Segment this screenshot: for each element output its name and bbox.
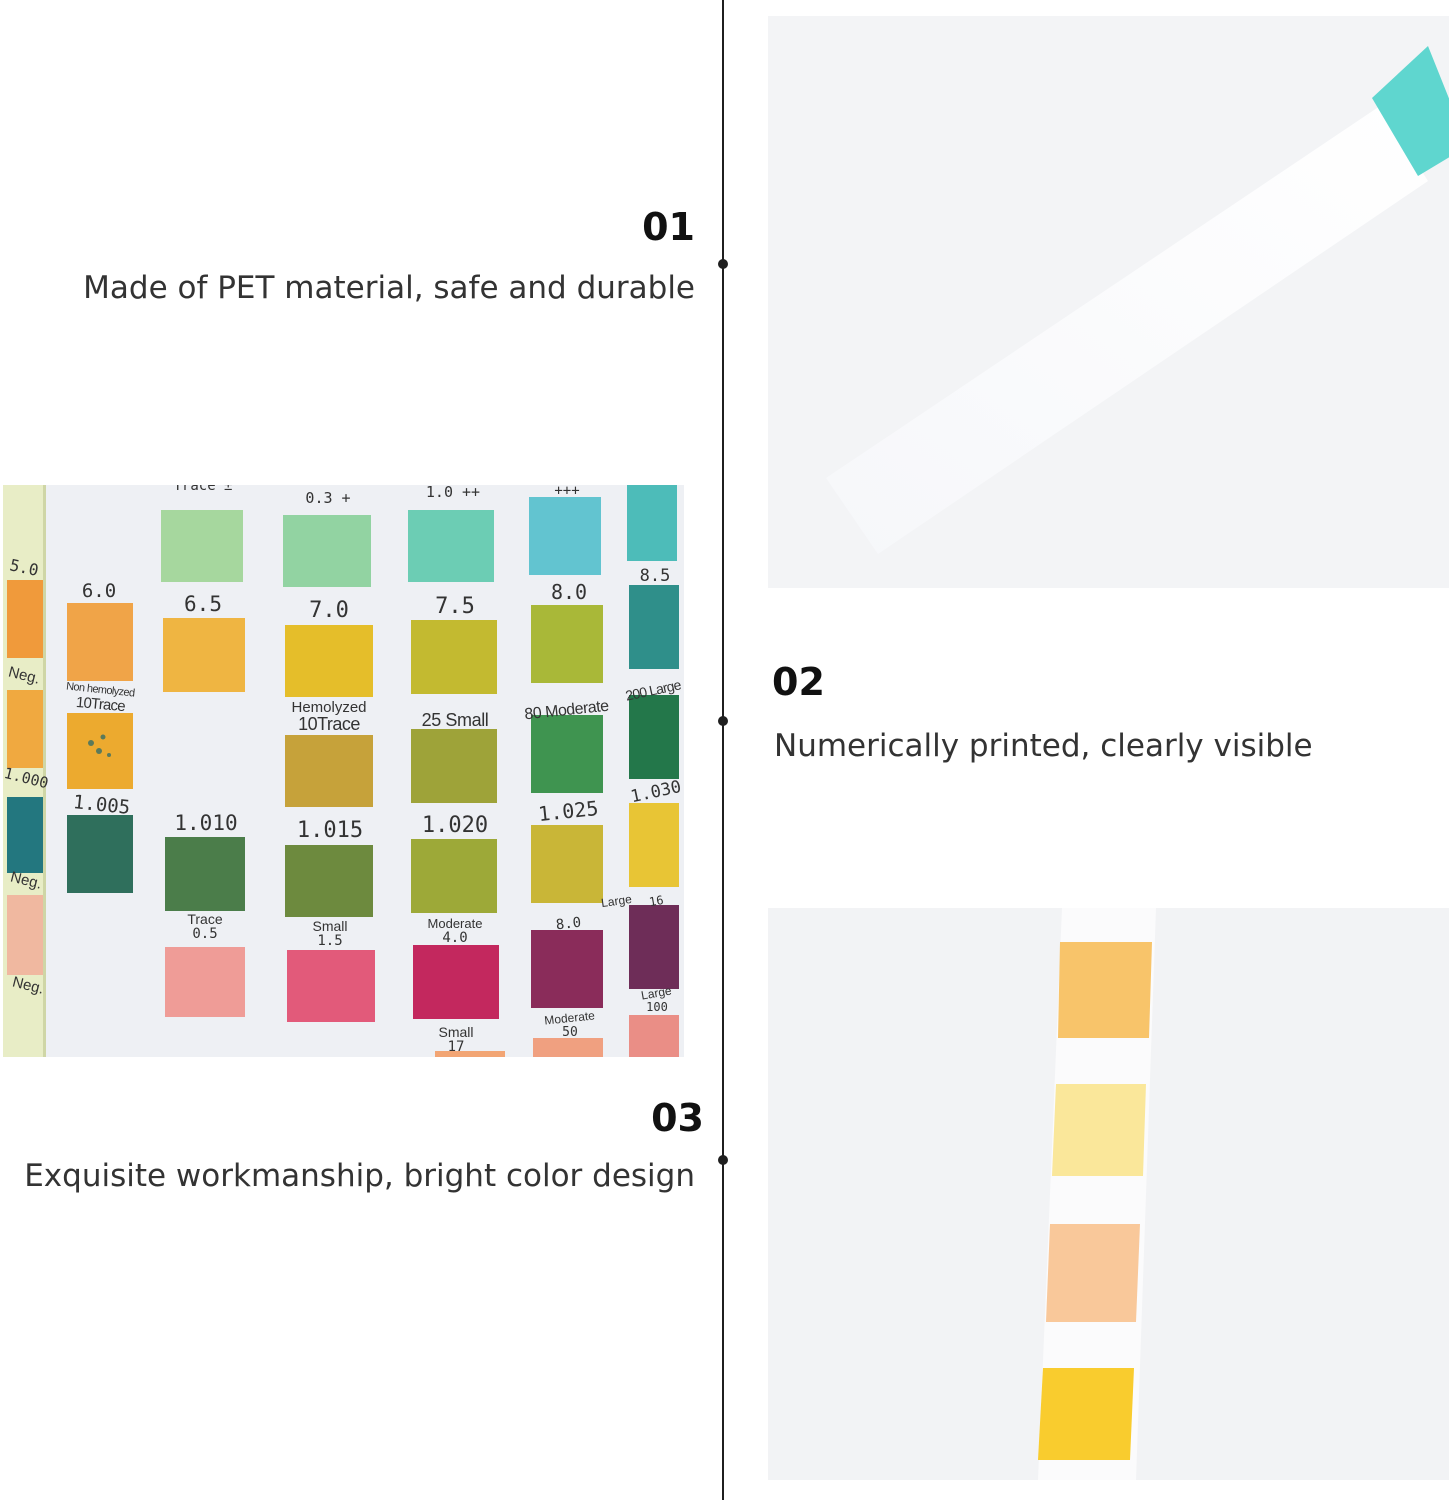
label-r4-c6: 16 <box>648 893 665 909</box>
label-r1-c4: 7.5 <box>435 594 475 619</box>
label-r5-c6b: 100 <box>646 1000 668 1014</box>
pad-r1-c5 <box>531 605 603 683</box>
timeline-dot-1 <box>718 259 728 269</box>
pad-r2-c0 <box>7 690 43 768</box>
pad-r0-c3 <box>408 510 494 582</box>
label-r5-c4a: Small <box>438 1024 473 1040</box>
label-r4-c2a: Trace <box>187 911 222 927</box>
strip-photo-1 <box>768 16 1449 588</box>
strip-teal-pad <box>1372 46 1449 176</box>
label-r1-c5: 8.0 <box>551 580 587 604</box>
timeline-line <box>722 0 724 1500</box>
feature-text-2: Numerically printed, clearly visible <box>774 728 1313 764</box>
label-r1-c6: 8.5 <box>640 566 671 586</box>
strip-photo-3 <box>768 908 1449 1480</box>
label-r3-c3: 1.015 <box>297 818 363 843</box>
label-r0-c1: Trace ± <box>173 485 232 494</box>
label-r4-c4b: 4.0 <box>442 930 467 946</box>
pad-r4-c0 <box>7 895 43 975</box>
pad-r4-c3 <box>287 950 375 1022</box>
pad-r1-c2 <box>163 618 245 692</box>
pad-r1-c1 <box>67 603 133 681</box>
pad-r3-c4 <box>411 839 497 913</box>
pad-r3-c1 <box>67 815 133 893</box>
strip-body <box>826 106 1428 554</box>
pad-r1-c3 <box>285 625 373 697</box>
color-chart-photo: Trace ± 0.3 + 1.0 ++ +++ 5.0 6.0 6.5 7.0… <box>3 485 684 1057</box>
strip-pad-peach <box>1046 1224 1140 1322</box>
pad-r3-c0 <box>7 797 43 873</box>
pad-r2-c6 <box>629 695 679 779</box>
pad-r4-c5 <box>531 930 603 1008</box>
pad-r2-c5 <box>531 715 603 793</box>
label-r2-c4: 25 Small <box>422 710 489 730</box>
label-r5-c6a: Large <box>640 983 673 1002</box>
label-r4-c4a: Moderate <box>428 916 483 931</box>
label-r1-c2: 6.5 <box>184 592 222 616</box>
vertical-strip-body <box>1038 908 1156 1480</box>
strip-pad-yellow <box>1052 1084 1146 1176</box>
pad-r2-c4 <box>411 729 497 803</box>
label-r3-c1: 1.005 <box>72 791 131 819</box>
pad-r2-c3 <box>285 735 373 807</box>
pad-r0-c4 <box>529 497 601 575</box>
label-r5-c5b: 50 <box>562 1025 578 1040</box>
label-r5-c4b: 17 <box>448 1039 465 1055</box>
pad-r0-c5 <box>627 485 677 561</box>
label-r4-c2b: 0.5 <box>192 926 217 942</box>
pad-r1-c6 <box>629 585 679 669</box>
label-r4-c5: 8.0 <box>555 915 582 934</box>
label-r2-c3b: 10Trace <box>298 714 360 734</box>
label-r3-c2: 1.010 <box>174 811 237 835</box>
pad-r4-c4 <box>413 945 499 1019</box>
label-r1-c3: 7.0 <box>309 598 349 623</box>
strip-pad-orange <box>1058 942 1152 1038</box>
pad-r0-c2 <box>283 515 371 587</box>
label-r3-c6: 1.030 <box>629 777 683 807</box>
pad-r3-c2 <box>165 837 245 911</box>
pad-r3-c3 <box>285 845 373 917</box>
label-r4-c3a: Small <box>312 918 347 934</box>
pad-r4-c6 <box>629 905 679 989</box>
label-r0-c4: +++ <box>554 485 579 499</box>
label-r4-c3b: 1.5 <box>317 933 342 949</box>
label-r5-c5a: Moderate <box>544 1008 596 1027</box>
pad-r1-c0 <box>7 580 43 658</box>
feature-text-1: Made of PET material, safe and durable <box>83 270 695 306</box>
pad-r4-c2 <box>165 947 245 1017</box>
test-strip-vertical <box>1038 908 1156 1480</box>
feature-text-3: Exquisite workmanship, bright color desi… <box>24 1158 695 1194</box>
label-r2-c3a: Hemolyzed <box>291 699 366 716</box>
label-r2-c1b: 10Trace <box>75 694 126 715</box>
label-r4-large: Large <box>600 892 633 910</box>
timeline-dot-3 <box>718 1155 728 1165</box>
timeline-dot-2 <box>718 716 728 726</box>
label-r0-c3: 1.0 ++ <box>426 485 480 501</box>
test-strip-diagonal <box>826 46 1449 554</box>
label-r3-c4: 1.020 <box>422 813 488 838</box>
label-r0-c2: 0.3 + <box>305 489 350 507</box>
feature-number-1: 01 <box>642 205 695 249</box>
pad-r3-c6 <box>629 803 679 887</box>
pad-r1-c4 <box>411 620 497 694</box>
strip-pad-gold <box>1038 1368 1134 1460</box>
feature-number-2: 02 <box>772 660 825 704</box>
pad-r0-c1 <box>161 510 243 582</box>
label-r3-c5: 1.025 <box>537 796 599 826</box>
pad-r3-c5 <box>531 825 603 903</box>
label-r1-c1: 6.0 <box>82 580 116 602</box>
feature-number-3: 03 <box>651 1096 704 1140</box>
